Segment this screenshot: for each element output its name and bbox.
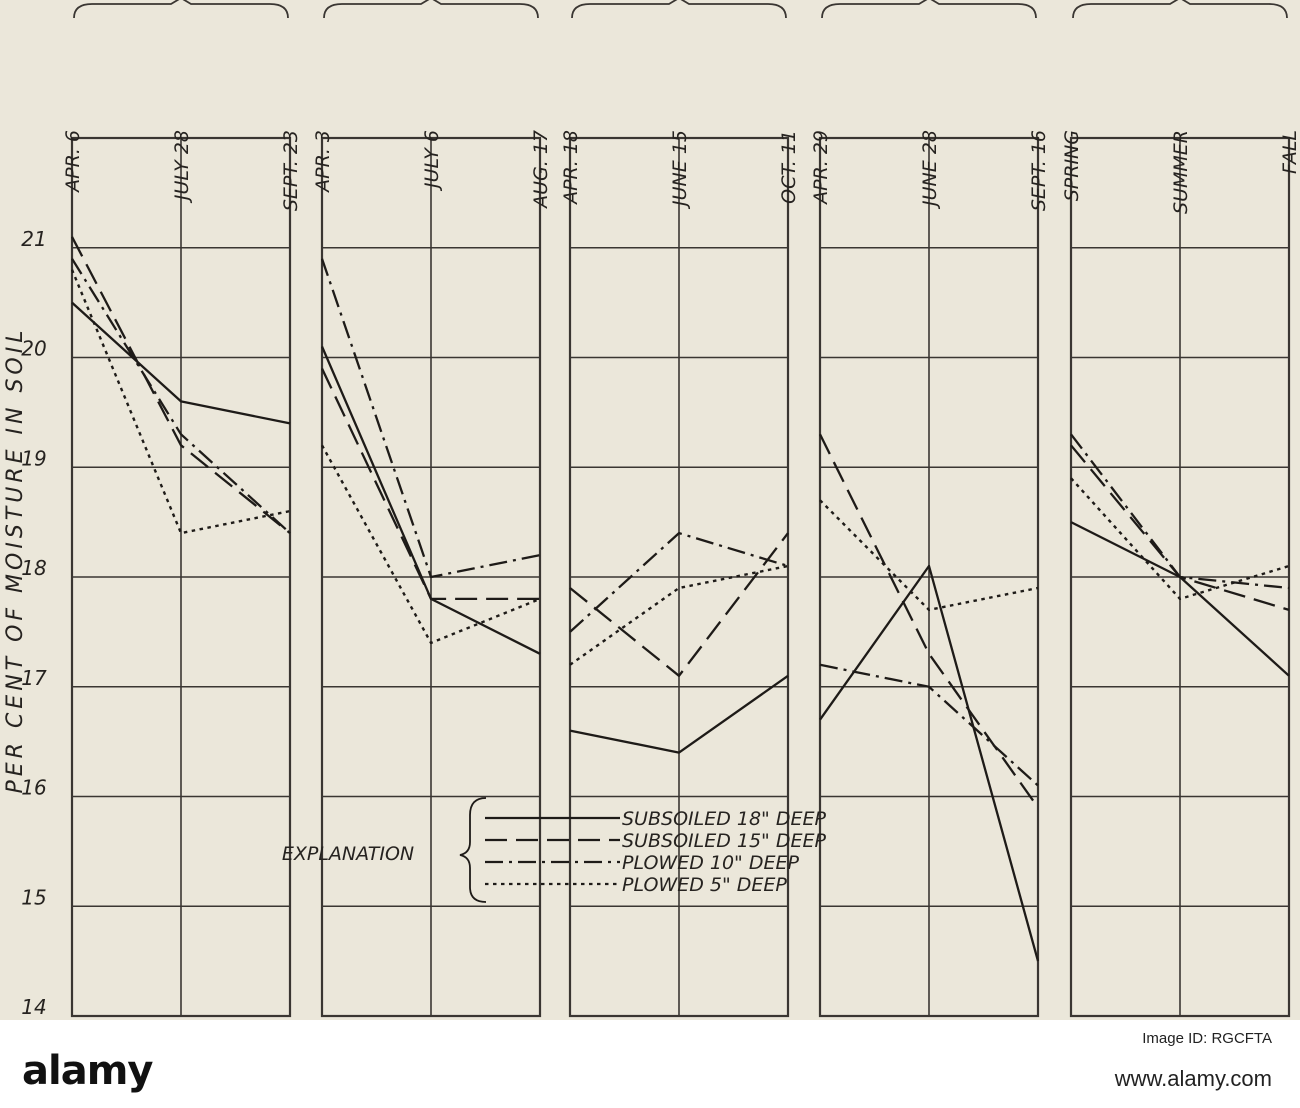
y-tick-label-15: 15	[21, 885, 46, 909]
x-tick-label-sept-16: SEPT. 16	[1028, 130, 1050, 211]
x-tick-label-oct-11: OCT. 11	[778, 130, 800, 204]
series-line-plowed-5-deep	[819, 499, 1039, 612]
site-url-text: www.alamy.com	[1114, 1066, 1272, 1091]
y-axis-title: PER CENT OF MOISTURE IN SOIL	[3, 327, 28, 794]
series-line-plowed-5-deep	[320, 444, 541, 645]
x-tick-label-sept-23: SEPT. 23	[280, 130, 302, 211]
x-tick-label-summer: SUMMER	[1170, 130, 1192, 214]
x-tick-label-aug-17: AUG. 17	[530, 130, 552, 210]
series-line-subsoiled-15-deep	[818, 433, 1039, 809]
x-tick-label-june-15: JUNE 15	[669, 130, 691, 210]
panel-4: APR. 29 JUNE 28 SEPT. 16	[810, 0, 1050, 1018]
chart-panels: APR. 6 JULY 28 SEPT. 23 APR. 3 JULY 6 AUG. 17…	[62, 0, 1300, 1018]
image-id-text: Image ID: RGCFTA	[1142, 1030, 1272, 1047]
series-line-subsoiled-15-deep	[320, 368, 540, 601]
legend-label-plowed-5-deep: PLOWED 5" DEEP	[622, 874, 787, 896]
series-line-subsoiled-18-deep	[819, 564, 1040, 962]
y-tick-label-21: 21	[21, 227, 46, 251]
y-tick-label-19: 19	[21, 446, 46, 470]
panel-brace	[323, 0, 539, 19]
series-line-plowed-10-deep	[71, 258, 291, 534]
x-tick-label-apr-6: APR. 6	[62, 130, 84, 194]
y-tick-label-20: 20	[21, 337, 46, 361]
x-tick-label-spring: SPRING	[1061, 130, 1083, 201]
panel-brace	[821, 0, 1037, 19]
legend-label-subsoiled-15-deep: SUBSOILED 15" DEEP	[622, 830, 826, 852]
x-tick-label-june-28: JUNE 28	[919, 130, 941, 210]
y-tick-labels: 14 15 16 17 18 19 20 21	[21, 227, 47, 1019]
x-tick-label-apr-29: APR. 29	[810, 130, 832, 206]
y-tick-label-14: 14	[21, 995, 46, 1019]
legend-label-plowed-10-deep: PLOWED 10" DEEP	[622, 852, 799, 874]
series-line-plowed-10-deep	[320, 258, 541, 579]
panel-5: SPRING SUMMER FALL	[1061, 0, 1300, 1018]
legend-label-subsoiled-18-deep: SUBSOILED 18" DEEP	[622, 808, 826, 830]
series-line-subsoiled-15-deep	[70, 236, 291, 534]
x-tick-label-july-28: JULY 28	[171, 130, 193, 204]
chart-figure: APR. 6 JULY 28 SEPT. 23 APR. 3 JULY 6 AUG. 17…	[0, 0, 1300, 1020]
panel-brace	[571, 0, 787, 19]
panel-brace	[1072, 0, 1288, 19]
panel-brace	[73, 0, 289, 19]
series-line-subsoiled-18-deep	[71, 301, 291, 425]
series-line-subsoiled-18-deep	[569, 674, 789, 754]
y-tick-label-18: 18	[21, 556, 46, 580]
y-tick-label-17: 17	[21, 666, 47, 690]
x-tick-label-july-6: JULY 6	[421, 130, 443, 192]
legend-brace	[459, 797, 487, 903]
moisture-line-chart: APR. 6 JULY 28 SEPT. 23 APR. 3 JULY 6 AUG. 17…	[3, 0, 1300, 1019]
y-tick-label-16: 16	[21, 776, 46, 800]
series-line-plowed-5-deep	[1070, 477, 1290, 601]
legend-title: EXPLANATION	[282, 843, 414, 865]
watermark-footer: alamy Image ID: RGCFTA www.alamy.com	[0, 1020, 1300, 1108]
panel-2: APR. 3 JULY 6 AUG. 17	[312, 0, 552, 1018]
series-line-plowed-10-deep	[569, 531, 789, 633]
series-line-subsoiled-15-deep	[569, 532, 789, 677]
x-tick-label-apr-18: APR. 18	[560, 130, 582, 206]
x-tick-label-fall: FALL	[1279, 130, 1300, 174]
panel-1: APR. 6 JULY 28 SEPT. 23	[62, 0, 302, 1018]
series-line-plowed-10-deep	[1070, 433, 1290, 590]
series-line-plowed-10-deep	[819, 663, 1039, 787]
panel-3: APR. 18 JUNE 15 OCT. 11	[560, 0, 800, 1018]
brand-logo-text: alamy	[22, 1048, 153, 1094]
x-tick-label-apr-3: APR. 3	[312, 130, 334, 194]
